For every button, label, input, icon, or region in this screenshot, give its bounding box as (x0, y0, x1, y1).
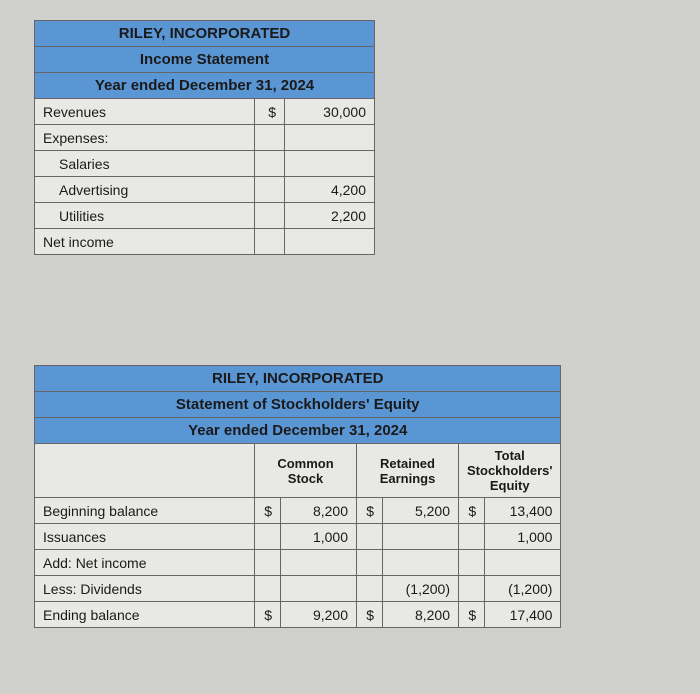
ending-re-value: 8,200 (383, 602, 459, 628)
beginning-re-currency: $ (357, 498, 383, 524)
empty-cell (255, 229, 285, 255)
empty-cell (485, 550, 561, 576)
ending-balance-label: Ending balance (35, 602, 255, 628)
statement-title: Statement of Stockholders' Equity (35, 392, 561, 418)
income-statement-table: RILEY, INCORPORATED Income Statement Yea… (34, 20, 375, 255)
empty-cell (255, 151, 285, 177)
beginning-cs-value: 8,200 (281, 498, 357, 524)
empty-cell (281, 550, 357, 576)
issuances-label: Issuances (35, 524, 255, 550)
equity-statement-table: RILEY, INCORPORATED Statement of Stockho… (34, 365, 561, 628)
less-div-re-value: (1,200) (383, 576, 459, 602)
empty-cell (281, 576, 357, 602)
salaries-label: Salaries (35, 151, 255, 177)
company-name: RILEY, INCORPORATED (35, 366, 561, 392)
statement-title: Income Statement (35, 47, 375, 73)
ending-te-value: 17,400 (485, 602, 561, 628)
empty-cell (285, 125, 375, 151)
total-equity-header: Total Stockholders' Equity (459, 444, 561, 498)
empty-cell (383, 524, 459, 550)
beginning-balance-label: Beginning balance (35, 498, 255, 524)
issuances-te-value: 1,000 (485, 524, 561, 550)
empty-cell (357, 524, 383, 550)
advertising-value: 4,200 (285, 177, 375, 203)
empty-cell (459, 550, 485, 576)
revenues-currency: $ (255, 99, 285, 125)
beginning-te-currency: $ (459, 498, 485, 524)
empty-cell (383, 550, 459, 576)
retained-earnings-header: Retained Earnings (357, 444, 459, 498)
empty-cell (255, 550, 281, 576)
utilities-value: 2,200 (285, 203, 375, 229)
issuances-cs-value: 1,000 (281, 524, 357, 550)
add-net-income-label: Add: Net income (35, 550, 255, 576)
company-name: RILEY, INCORPORATED (35, 21, 375, 47)
ending-re-currency: $ (357, 602, 383, 628)
empty-cell (357, 550, 383, 576)
common-stock-header: Common Stock (255, 444, 357, 498)
less-div-te-value: (1,200) (485, 576, 561, 602)
net-income-value (285, 229, 375, 255)
empty-cell (357, 576, 383, 602)
utilities-label: Utilities (35, 203, 255, 229)
beginning-cs-currency: $ (255, 498, 281, 524)
expenses-label: Expenses: (35, 125, 255, 151)
empty-header (35, 444, 255, 498)
empty-cell (255, 125, 285, 151)
period: Year ended December 31, 2024 (35, 73, 375, 99)
period: Year ended December 31, 2024 (35, 418, 561, 444)
salaries-value (285, 151, 375, 177)
empty-cell (459, 524, 485, 550)
ending-te-currency: $ (459, 602, 485, 628)
beginning-te-value: 13,400 (485, 498, 561, 524)
empty-cell (255, 203, 285, 229)
empty-cell (255, 524, 281, 550)
empty-cell (255, 576, 281, 602)
ending-cs-currency: $ (255, 602, 281, 628)
advertising-label: Advertising (35, 177, 255, 203)
revenues-label: Revenues (35, 99, 255, 125)
less-dividends-label: Less: Dividends (35, 576, 255, 602)
empty-cell (459, 576, 485, 602)
ending-cs-value: 9,200 (281, 602, 357, 628)
net-income-label: Net income (35, 229, 255, 255)
empty-cell (255, 177, 285, 203)
revenues-value: 30,000 (285, 99, 375, 125)
beginning-re-value: 5,200 (383, 498, 459, 524)
